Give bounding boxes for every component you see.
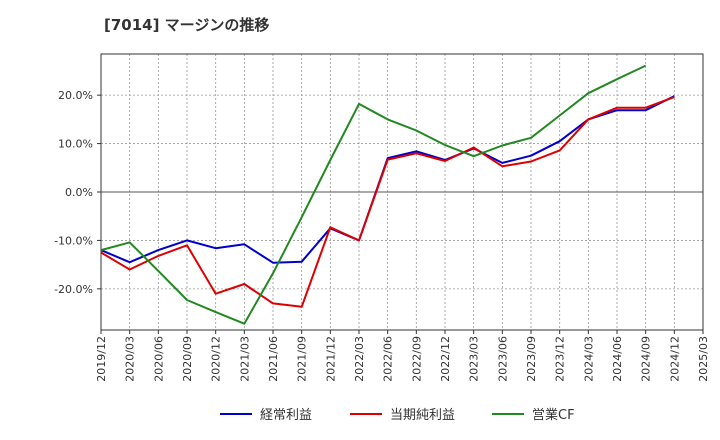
x-tick-label: 2021/09 (296, 336, 309, 382)
x-tick-label: 2023/06 (496, 336, 509, 382)
series-line-2 (100, 64, 647, 325)
legend: 経常利益 当期純利益 営業CF (220, 407, 575, 423)
x-tick-label: 2020/12 (210, 336, 223, 382)
x-tick-label: 2023/03 (468, 336, 481, 382)
x-tick-label: 2020/09 (181, 336, 194, 382)
x-tick-label: 2021/12 (324, 336, 337, 382)
legend-label-1: 当期純利益 (390, 408, 455, 423)
series-line-1 (100, 96, 675, 308)
x-tick-label: 2023/09 (525, 336, 538, 382)
x-tick-label: 2025/03 (697, 336, 710, 382)
legend-label-2: 営業CF (532, 407, 575, 423)
x-axis-ticks: 2019/12 2020/03 2020/06 2020/09 2020/12 2021/… (95, 330, 710, 382)
x-tick-label: 2021/03 (238, 336, 251, 382)
x-tick-label: 2024/09 (640, 336, 653, 382)
x-tick-label: 2019/12 (95, 336, 108, 382)
y-tick-label: 10.0% (58, 138, 93, 151)
series-line-0 (100, 95, 675, 264)
x-tick-label: 2024/12 (668, 336, 681, 382)
y-tick-label: -20.0% (54, 283, 93, 296)
grid (101, 54, 703, 330)
chart-title: [7014] マージンの推移 (104, 16, 270, 34)
x-tick-label: 2021/06 (267, 336, 280, 382)
x-tick-label: 2024/03 (582, 336, 595, 382)
y-tick-label: 0.0% (65, 186, 93, 199)
series-lines (100, 64, 675, 325)
x-tick-label: 2022/12 (439, 336, 452, 382)
legend-label-0: 経常利益 (260, 408, 312, 423)
x-tick-label: 2020/06 (152, 336, 165, 382)
x-tick-label: 2022/09 (410, 336, 423, 382)
x-tick-label: 2023/12 (554, 336, 567, 382)
x-tick-label: 2020/03 (124, 336, 137, 382)
x-tick-label: 2022/03 (353, 336, 366, 382)
x-tick-label: 2024/06 (611, 336, 624, 382)
x-tick-label: 2022/06 (382, 336, 395, 382)
y-tick-label: 20.0% (58, 89, 93, 102)
y-axis-ticks: 20.0% 10.0% 0.0% -10.0% -20.0% (54, 89, 101, 296)
y-tick-label: -10.0% (54, 234, 93, 247)
